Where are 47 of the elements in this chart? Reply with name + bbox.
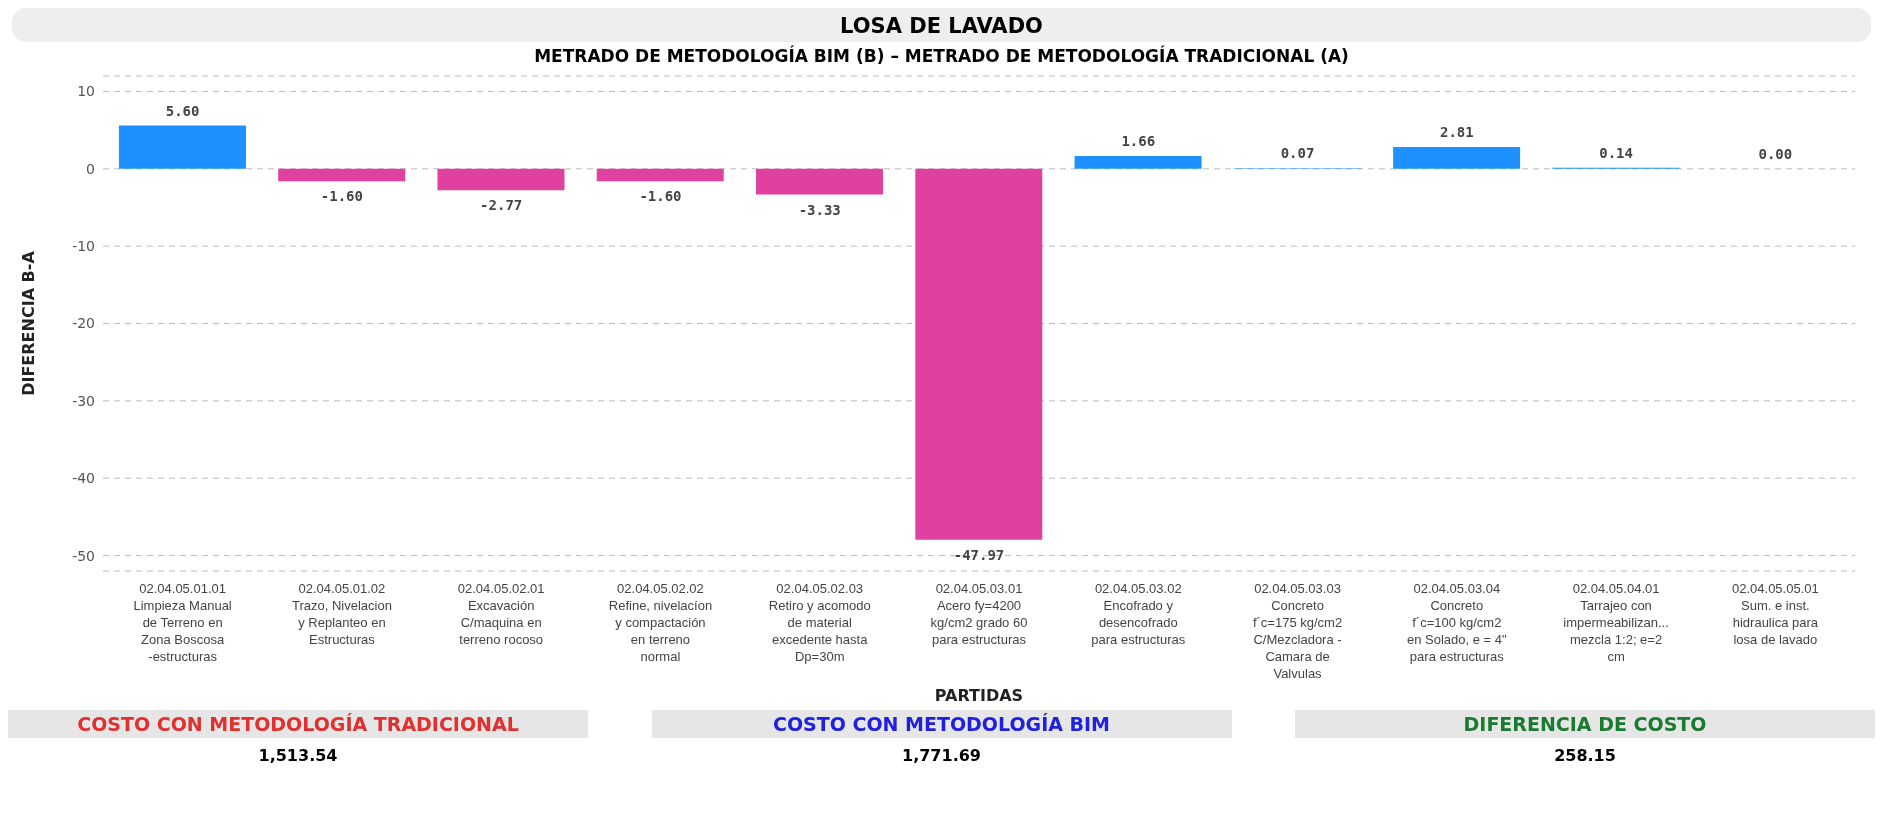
x-tick-label: 02.04.05.05.01 Sum. e inst. hidraulica para losa de lavado [1731, 581, 1819, 647]
x-tick-label: 02.04.05.01.01 Limpieza Manual de Terreno en Zona Boscosa -estructuras [133, 581, 232, 664]
y-tick-label: -10 [72, 238, 95, 255]
x-tick-label: 02.04.05.03.01 Acero fy=4200 kg/cm2 grado 60 para estructuras [930, 581, 1028, 647]
y-tick-label: 10 [77, 83, 95, 100]
bar [118, 125, 246, 169]
x-tick-label: 02.04.05.03.04 Concreto f´c=100 kg/cm2 en Solado, e = 4" para estructuras [1406, 581, 1508, 664]
data-label: 5.60 [165, 102, 200, 119]
y-tick-label: -30 [72, 392, 95, 409]
data-label: -2.77 [480, 197, 523, 214]
data-label: -1.60 [639, 188, 682, 205]
x-tick-label: 02.04.05.04.01 Tarrajeo con impermeabilizan... mezcla 1:2; e=2 cm [1563, 581, 1669, 664]
data-label: -1.60 [320, 188, 363, 205]
bar [915, 168, 1043, 540]
y-tick-label: -20 [72, 315, 95, 332]
data-label: -3.33 [798, 201, 841, 218]
data-label: -47.97 [953, 546, 1005, 563]
bar [1074, 155, 1202, 169]
text: 258.15 [1553, 746, 1617, 765]
chart-subtitle: METRADO DE METODOLOGÍA BIM (B) – METRADO DE METODOLOGÍA TRADICIONAL (A) [533, 46, 1350, 66]
bar [596, 168, 724, 182]
x-tick-label: 02.04.05.02.03 Retiro y acomodo de material excedente hasta Dp=30m [768, 581, 871, 664]
x-tick-label: 02.04.05.02.02 Refine, nivelacíon y compactación en terreno normal [608, 581, 713, 664]
bar [278, 168, 406, 182]
chart-title: LOSA DE LAVADO [12, 8, 1871, 42]
text: 1,771.69 [901, 746, 982, 765]
data-label: 0.07 [1280, 145, 1315, 162]
y-axis-title: DIFERENCIA B-A [18, 250, 38, 396]
text: COSTO CON METODOLOGÍA TRADICIONAL [8, 710, 588, 738]
text: 1,513.54 [257, 746, 339, 765]
data-label: 1.66 [1121, 132, 1156, 149]
x-tick-label: 02.04.05.02.01 Excavación C/maquina en terreno rocoso [457, 581, 545, 647]
x-axis-title: PARTIDAS [934, 686, 1024, 705]
bar [1393, 147, 1521, 169]
data-label: 0.14 [1599, 144, 1633, 161]
x-tick-label: 02.04.05.03.02 Encofrado y desencofrado para estructuras [1091, 581, 1186, 647]
y-tick-label: 0 [86, 160, 95, 177]
y-tick-label: -50 [72, 547, 95, 564]
bar [437, 168, 565, 191]
text: COSTO CON METODOLOGÍA BIM [651, 710, 1232, 738]
x-tick-label: 02.04.05.01.02 Trazo, Nivelacion y Replanteo en Estructuras [291, 581, 392, 647]
bar [756, 168, 884, 195]
x-tick-label: 02.04.05.03.03 Concreto f´c=175 kg/cm2 C/Mezcladora - Camara de Valvulas [1252, 581, 1343, 681]
y-tick-label: -40 [72, 470, 95, 487]
data-label: 2.81 [1439, 124, 1474, 141]
data-label: 0.00 [1758, 145, 1793, 162]
text: DIFERENCIA DE COSTO [1295, 710, 1875, 738]
